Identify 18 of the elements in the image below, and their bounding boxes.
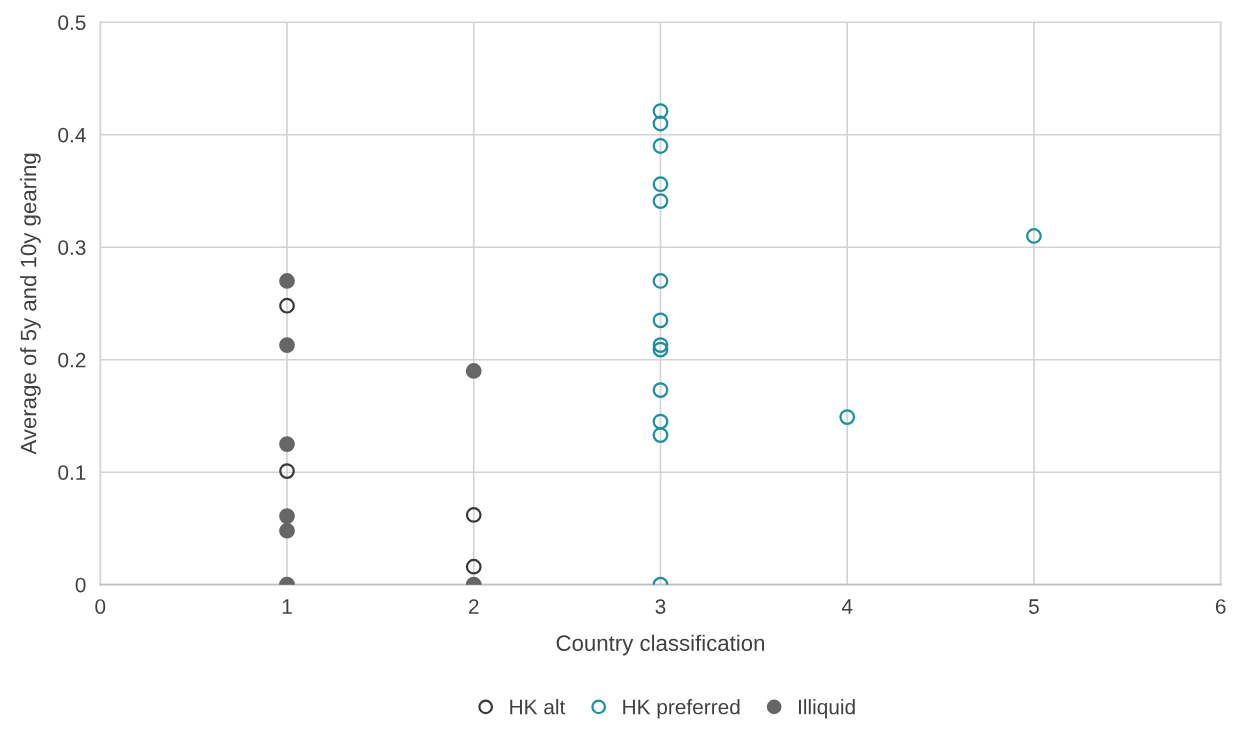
x-tick-label: 6 <box>1215 599 1226 614</box>
legend-label: HK alt <box>510 699 566 715</box>
x-tick-label: 1 <box>282 599 292 614</box>
x-tick-label: 3 <box>655 599 666 614</box>
y-tick-label: 0 <box>75 577 86 593</box>
x-tick-label: 5 <box>1028 599 1039 614</box>
y-tick-label: 0.4 <box>58 127 86 143</box>
y-tick-label: 0.5 <box>58 15 86 31</box>
y-tick-label: 0.3 <box>58 240 86 255</box>
x-tick-label: 4 <box>841 599 853 614</box>
y-tick-label: 0.1 <box>58 465 86 480</box>
y-tick-label: 0.2 <box>58 352 86 368</box>
x-tick-label: 0 <box>95 599 106 614</box>
x-axis-title: Country classification <box>556 634 765 656</box>
legend-label: HK preferred <box>623 699 740 719</box>
y-axis-title: Average of 5y and 10y gearing <box>20 153 41 455</box>
x-tick-label: 2 <box>469 599 479 614</box>
legend-label: Illiquid <box>798 699 855 719</box>
